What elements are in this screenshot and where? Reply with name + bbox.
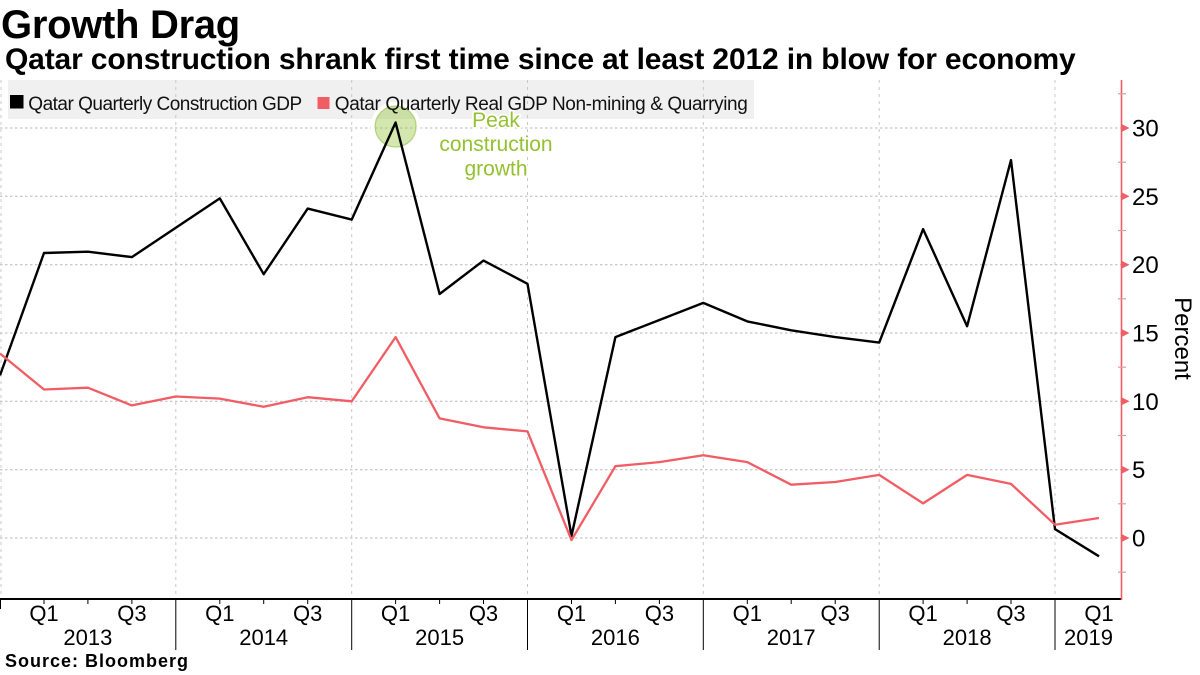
svg-text:2018: 2018 <box>943 625 992 650</box>
svg-text:Q1: Q1 <box>908 601 937 626</box>
svg-text:2016: 2016 <box>591 625 640 650</box>
svg-text:Source: Bloomberg: Source: Bloomberg <box>5 651 189 671</box>
svg-text:Q1: Q1 <box>1084 601 1113 626</box>
svg-text:20: 20 <box>1132 252 1159 279</box>
svg-text:Growth Drag: Growth Drag <box>1 3 240 47</box>
svg-text:growth: growth <box>464 158 527 181</box>
svg-text:Q3: Q3 <box>645 601 674 626</box>
svg-text:2019: 2019 <box>1064 625 1113 650</box>
svg-text:Q1: Q1 <box>733 601 762 626</box>
svg-text:Q3: Q3 <box>293 601 322 626</box>
svg-text:Q1: Q1 <box>557 601 586 626</box>
svg-text:30: 30 <box>1132 116 1159 143</box>
svg-text:25: 25 <box>1132 184 1159 211</box>
svg-text:2017: 2017 <box>767 625 816 650</box>
svg-text:Q3: Q3 <box>996 601 1025 626</box>
svg-text:Q1: Q1 <box>381 601 410 626</box>
svg-text:Q3: Q3 <box>821 601 850 626</box>
svg-text:10: 10 <box>1132 389 1159 416</box>
svg-text:2013: 2013 <box>63 625 112 650</box>
svg-text:Q1: Q1 <box>205 601 234 626</box>
svg-text:construction: construction <box>439 133 552 156</box>
svg-text:Q3: Q3 <box>469 601 498 626</box>
svg-text:Q3: Q3 <box>117 601 146 626</box>
svg-text:2015: 2015 <box>415 625 464 650</box>
svg-text:2014: 2014 <box>239 625 288 650</box>
svg-text:Q1: Q1 <box>29 601 58 626</box>
svg-text:Qatar construction shrank firs: Qatar construction shrank first time sin… <box>5 43 1076 76</box>
svg-text:0: 0 <box>1132 526 1145 553</box>
svg-text:5: 5 <box>1132 457 1145 484</box>
svg-text:Qatar Quarterly Construction G: Qatar Quarterly Construction GDP <box>28 94 301 115</box>
svg-text:Percent: Percent <box>1169 297 1196 380</box>
svg-text:Peak: Peak <box>472 109 520 132</box>
svg-text:15: 15 <box>1132 321 1159 348</box>
svg-text:Qatar Quarterly Real GDP Non-m: Qatar Quarterly Real GDP Non-mining & Qu… <box>335 94 748 115</box>
